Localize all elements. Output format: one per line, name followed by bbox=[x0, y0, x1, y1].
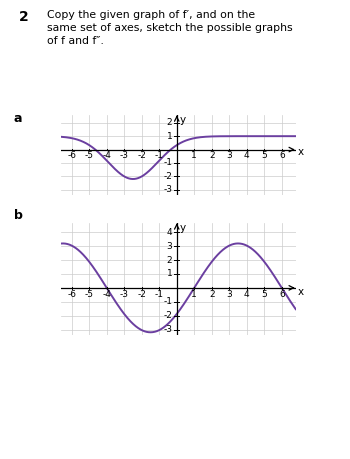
Text: 3: 3 bbox=[226, 290, 232, 298]
Text: 2: 2 bbox=[167, 256, 172, 264]
Text: 6: 6 bbox=[279, 151, 285, 160]
Text: x: x bbox=[298, 287, 304, 297]
Text: -3: -3 bbox=[163, 185, 172, 194]
Text: 1: 1 bbox=[191, 290, 197, 298]
Text: 2: 2 bbox=[19, 10, 29, 24]
Text: -2: -2 bbox=[137, 290, 146, 298]
Text: -6: -6 bbox=[67, 151, 76, 160]
Text: 3: 3 bbox=[226, 151, 232, 160]
Text: Calculus: Calculus bbox=[322, 221, 332, 265]
Text: 3: 3 bbox=[167, 242, 172, 251]
Text: -6: -6 bbox=[67, 290, 76, 298]
Text: -1: -1 bbox=[163, 158, 172, 168]
Text: 1: 1 bbox=[191, 151, 197, 160]
Text: b: b bbox=[14, 209, 23, 222]
Text: 6: 6 bbox=[279, 290, 285, 298]
Text: 2: 2 bbox=[209, 151, 215, 160]
Text: Copy the given graph of f′, and on the
same set of axes, sketch the possible gra: Copy the given graph of f′, and on the s… bbox=[47, 10, 293, 46]
Text: -2: -2 bbox=[163, 311, 172, 320]
Text: 5: 5 bbox=[261, 151, 267, 160]
Text: -5: -5 bbox=[85, 290, 94, 298]
Text: a: a bbox=[14, 112, 22, 125]
Text: -1: -1 bbox=[155, 290, 164, 298]
Text: -4: -4 bbox=[102, 151, 111, 160]
Text: -1: -1 bbox=[163, 297, 172, 306]
Text: -1: -1 bbox=[155, 151, 164, 160]
Text: -4: -4 bbox=[102, 290, 111, 298]
Text: 1: 1 bbox=[167, 132, 172, 140]
Text: -3: -3 bbox=[120, 151, 129, 160]
Text: -5: -5 bbox=[85, 151, 94, 160]
Text: -3: -3 bbox=[120, 290, 129, 298]
Text: 4: 4 bbox=[244, 290, 250, 298]
Text: 5: 5 bbox=[261, 290, 267, 298]
Text: y: y bbox=[180, 115, 186, 125]
Text: 1: 1 bbox=[167, 269, 172, 279]
Text: 4: 4 bbox=[244, 151, 250, 160]
Text: -2: -2 bbox=[163, 172, 172, 181]
Text: y: y bbox=[180, 224, 186, 233]
Text: -2: -2 bbox=[137, 151, 146, 160]
Text: 4: 4 bbox=[167, 228, 172, 237]
Text: 2: 2 bbox=[209, 290, 215, 298]
Text: 2: 2 bbox=[167, 118, 172, 127]
Text: -3: -3 bbox=[163, 325, 172, 334]
Text: x: x bbox=[298, 147, 304, 157]
